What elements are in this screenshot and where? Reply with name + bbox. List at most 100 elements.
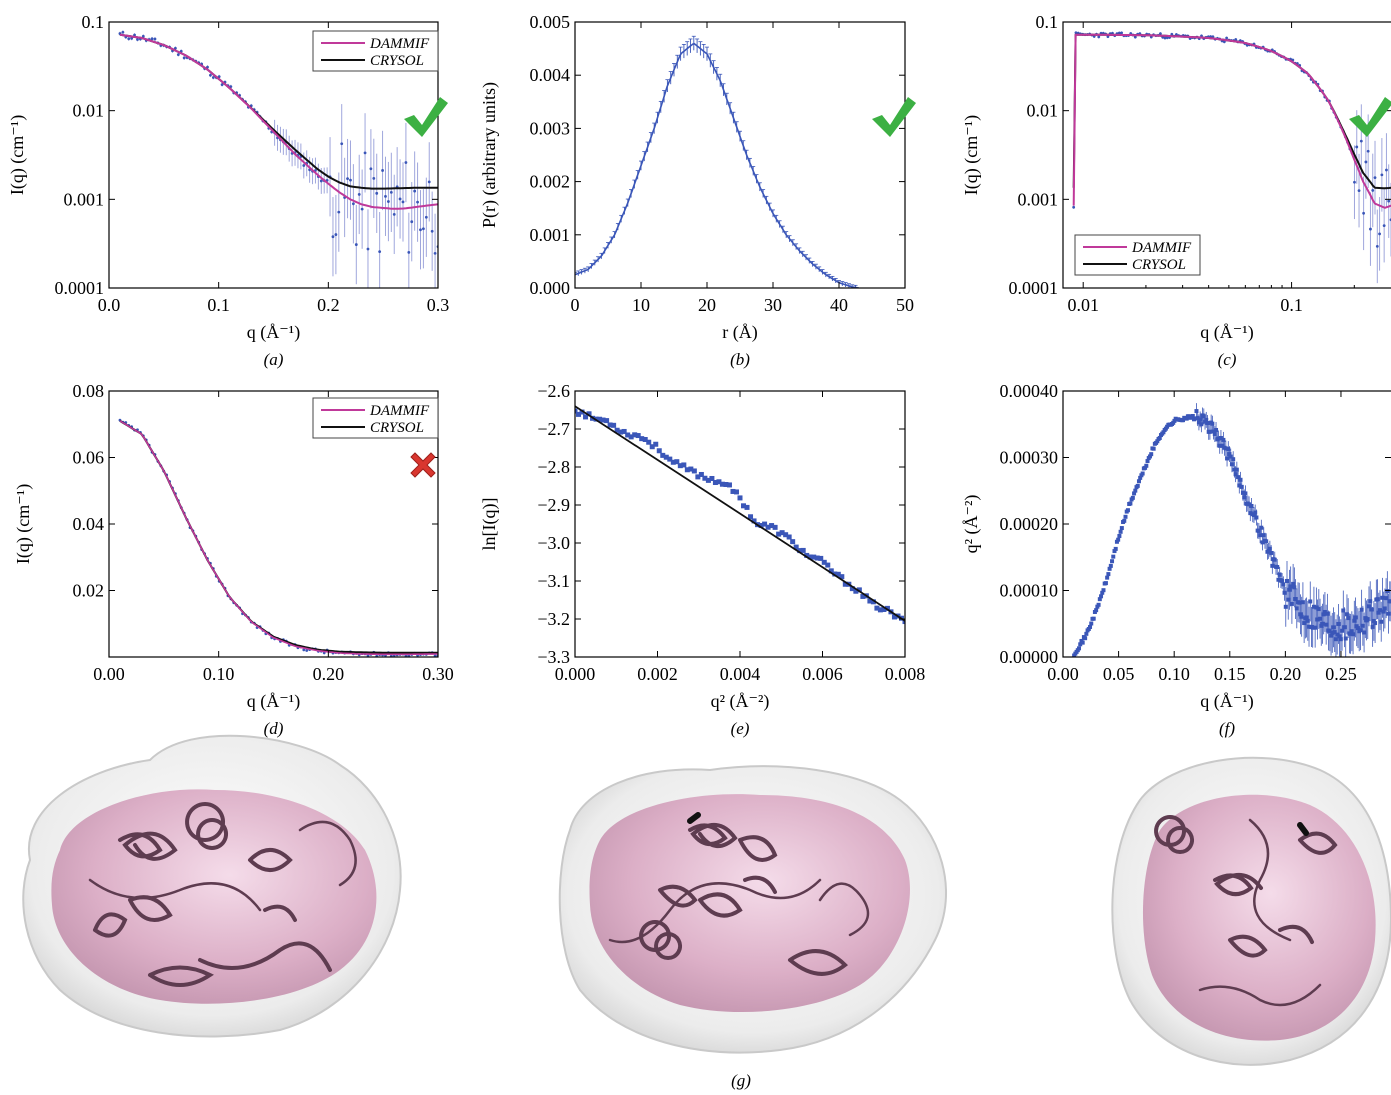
panel-b-y-tick-label: 0.003 xyxy=(530,118,571,138)
data-point xyxy=(1259,525,1264,530)
data-point xyxy=(1380,173,1384,177)
panel-e-plot xyxy=(575,405,905,625)
data-point xyxy=(398,197,402,201)
data-point xyxy=(1371,189,1375,192)
data-point xyxy=(1256,528,1261,533)
data-point xyxy=(302,164,306,167)
data-point xyxy=(1355,626,1360,631)
data-point xyxy=(1094,608,1099,613)
data-point xyxy=(1369,227,1372,231)
data-point xyxy=(153,37,157,41)
data-point xyxy=(1091,616,1096,621)
data-point xyxy=(389,190,393,194)
data-point xyxy=(1357,189,1361,193)
panel-d-x-tick-label: 0.20 xyxy=(313,664,345,684)
data-point xyxy=(182,56,186,60)
data-point xyxy=(758,523,764,529)
panel-d-label: (d) xyxy=(264,719,284,738)
data-point xyxy=(386,200,390,203)
data-point xyxy=(1099,594,1104,599)
data-point xyxy=(1239,484,1244,489)
data-point xyxy=(319,179,323,183)
panel-c-y-tick-label: 0.01 xyxy=(1027,101,1059,121)
data-point xyxy=(1353,615,1358,620)
data-point xyxy=(1267,546,1272,551)
data-point xyxy=(618,429,624,435)
data-point xyxy=(354,243,358,246)
data-point xyxy=(772,524,778,530)
envelope-model-3 xyxy=(1111,756,1391,1066)
data-point xyxy=(621,428,627,434)
data-point xyxy=(1101,588,1106,593)
protein-ribbon-2 xyxy=(608,812,870,976)
panel-e-y-tick-label: −2.8 xyxy=(537,457,570,477)
data-point xyxy=(726,482,732,488)
data-point xyxy=(632,432,638,438)
data-point xyxy=(1096,602,1101,607)
data-point xyxy=(1385,589,1390,594)
data-point xyxy=(1368,599,1373,604)
data-point xyxy=(1193,416,1198,421)
data-point xyxy=(1106,572,1111,577)
data-point xyxy=(1249,503,1254,508)
data-point xyxy=(1365,617,1370,622)
data-point xyxy=(1181,418,1186,423)
panel-d-plot xyxy=(118,418,438,657)
panel-d-legend-label-dammif: DAMMIF xyxy=(369,403,430,419)
data-point xyxy=(407,250,411,254)
data-point xyxy=(1269,550,1274,555)
panel-c-legend-box xyxy=(1074,234,1201,276)
data-point xyxy=(1359,607,1364,612)
data-point xyxy=(1210,421,1215,426)
data-point xyxy=(1251,512,1256,517)
data-point xyxy=(220,83,224,87)
data-point xyxy=(614,427,620,433)
panel-d: 0.00 0.10 0.20 0.30 0.02 0.04 0.06 0.08 q (Å⁻¹) I… xyxy=(13,381,454,738)
data-point xyxy=(1258,533,1263,538)
data-point xyxy=(1132,491,1137,496)
data-point xyxy=(1315,617,1320,622)
data-point xyxy=(1270,563,1275,568)
data-point xyxy=(635,433,641,439)
panel-a-legend-label-crysol: CRYSOL xyxy=(370,53,424,69)
panel-b-y-tick-label: 0.005 xyxy=(530,12,571,32)
data-point xyxy=(1207,429,1212,434)
data-point xyxy=(1299,614,1304,619)
data-point xyxy=(1325,611,1330,616)
panel-f-plot xyxy=(1072,403,1391,657)
panel-e-x-tick-label: 0.000 xyxy=(555,664,596,684)
data-point xyxy=(884,605,890,611)
panel-f-x-tick-label: 0.05 xyxy=(1103,664,1135,684)
data-point xyxy=(653,441,659,447)
data-point xyxy=(1331,625,1336,630)
data-point xyxy=(660,452,666,458)
panel-a-xlabel: q (Å⁻¹) xyxy=(247,322,300,343)
panel-a-label: (a) xyxy=(264,350,284,369)
data-point xyxy=(818,555,824,561)
data-point xyxy=(1122,518,1127,523)
panel-d-cross-icon xyxy=(410,452,436,478)
data-point xyxy=(1232,467,1237,472)
data-point xyxy=(702,475,708,481)
series-crysol-line xyxy=(1072,33,1391,190)
data-point xyxy=(1264,539,1269,544)
data-point xyxy=(1242,495,1247,500)
panel-c-x-tick-label: 0.01 xyxy=(1067,295,1099,315)
data-point xyxy=(1336,621,1341,626)
data-point xyxy=(375,191,379,195)
panel-f-y-tick-label: 0.00010 xyxy=(1000,581,1059,601)
data-point xyxy=(800,547,806,553)
data-point xyxy=(835,571,841,577)
data-point xyxy=(1136,479,1141,484)
series-dammif-line xyxy=(1072,33,1391,209)
data-point xyxy=(1227,452,1232,457)
data-point xyxy=(1313,625,1318,630)
panel-c-plot xyxy=(1072,31,1391,284)
data-point xyxy=(1293,597,1298,602)
data-point xyxy=(1077,646,1082,651)
panel-e: 0.000 0.002 0.004 0.006 0.008 −3.3 −3.2 −3.1 −3.… xyxy=(479,381,925,738)
data-point xyxy=(1111,554,1116,559)
panel-c-label: (c) xyxy=(1218,350,1237,369)
panel-b-x-tick-label: 20 xyxy=(698,295,716,315)
